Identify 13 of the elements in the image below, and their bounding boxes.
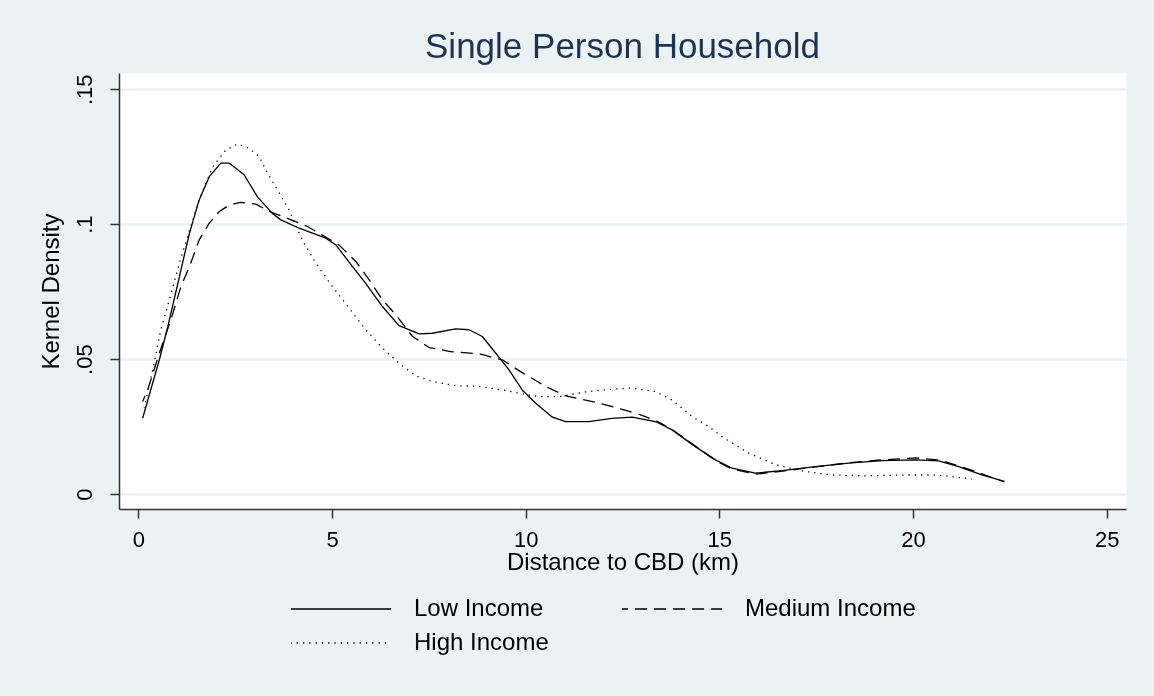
y-axis-title: Kernel Density	[36, 213, 64, 370]
x-tick-label: 5	[326, 526, 339, 552]
y-tick-label: .05	[71, 344, 97, 375]
x-tick-label: 0	[132, 526, 145, 552]
y-tick-label: 0	[71, 488, 97, 501]
legend-label: High Income	[414, 628, 549, 655]
legend-label: Low Income	[414, 594, 544, 621]
x-tick-label: 25	[1094, 526, 1120, 552]
y-tick-label: .15	[71, 74, 97, 105]
chart-title: Single Person Household	[425, 26, 820, 65]
x-tick-label: 20	[901, 526, 926, 552]
y-tick-label: .1	[71, 215, 97, 234]
legend-label: Medium Income	[745, 594, 916, 621]
